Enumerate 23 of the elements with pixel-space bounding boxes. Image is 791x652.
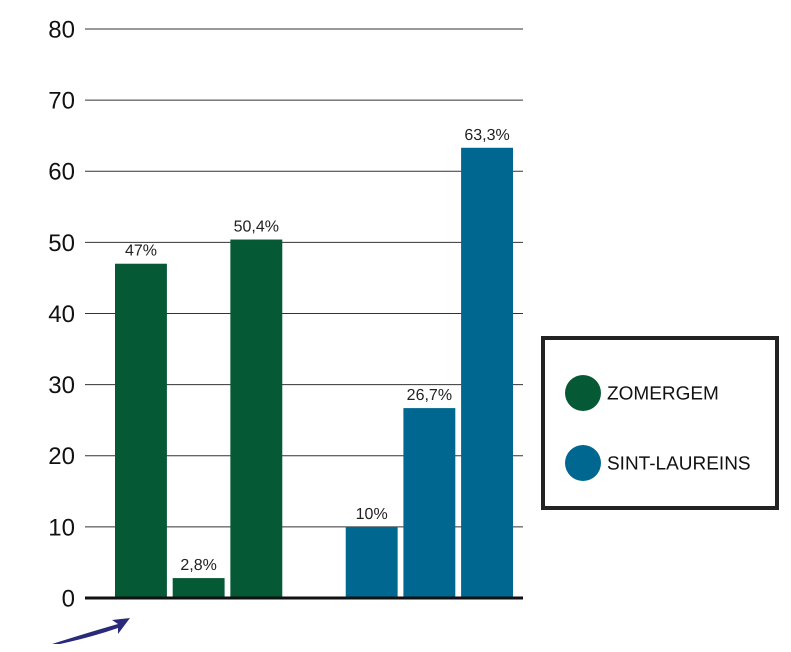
bar xyxy=(172,578,225,598)
bar xyxy=(115,264,167,598)
bar xyxy=(461,148,513,598)
data-label: 26,7% xyxy=(406,387,452,404)
y-tick-label: 60 xyxy=(48,158,75,186)
y-tick-label: 20 xyxy=(48,443,75,470)
data-label: 10% xyxy=(356,506,388,523)
y-tick-label: 80 xyxy=(48,16,75,44)
y-tick-label: 40 xyxy=(48,300,75,328)
y-tick-label: 70 xyxy=(48,88,75,115)
bar xyxy=(403,408,456,598)
data-label: 47% xyxy=(124,242,157,260)
data-label: 2,8% xyxy=(180,557,217,574)
data-label: 50,4% xyxy=(234,218,280,236)
y-tick-label: 50 xyxy=(48,230,75,257)
y-tick-label: 10 xyxy=(48,514,75,542)
y-tick-label: 0 xyxy=(62,585,75,612)
y-tick-label: 30 xyxy=(48,372,75,400)
legend-label: ZOMERGEM xyxy=(607,384,719,405)
bar xyxy=(230,240,282,598)
data-label: 63,3% xyxy=(464,126,510,144)
legend-label: SINT-LAUREINS xyxy=(607,454,751,475)
bar xyxy=(346,526,398,598)
